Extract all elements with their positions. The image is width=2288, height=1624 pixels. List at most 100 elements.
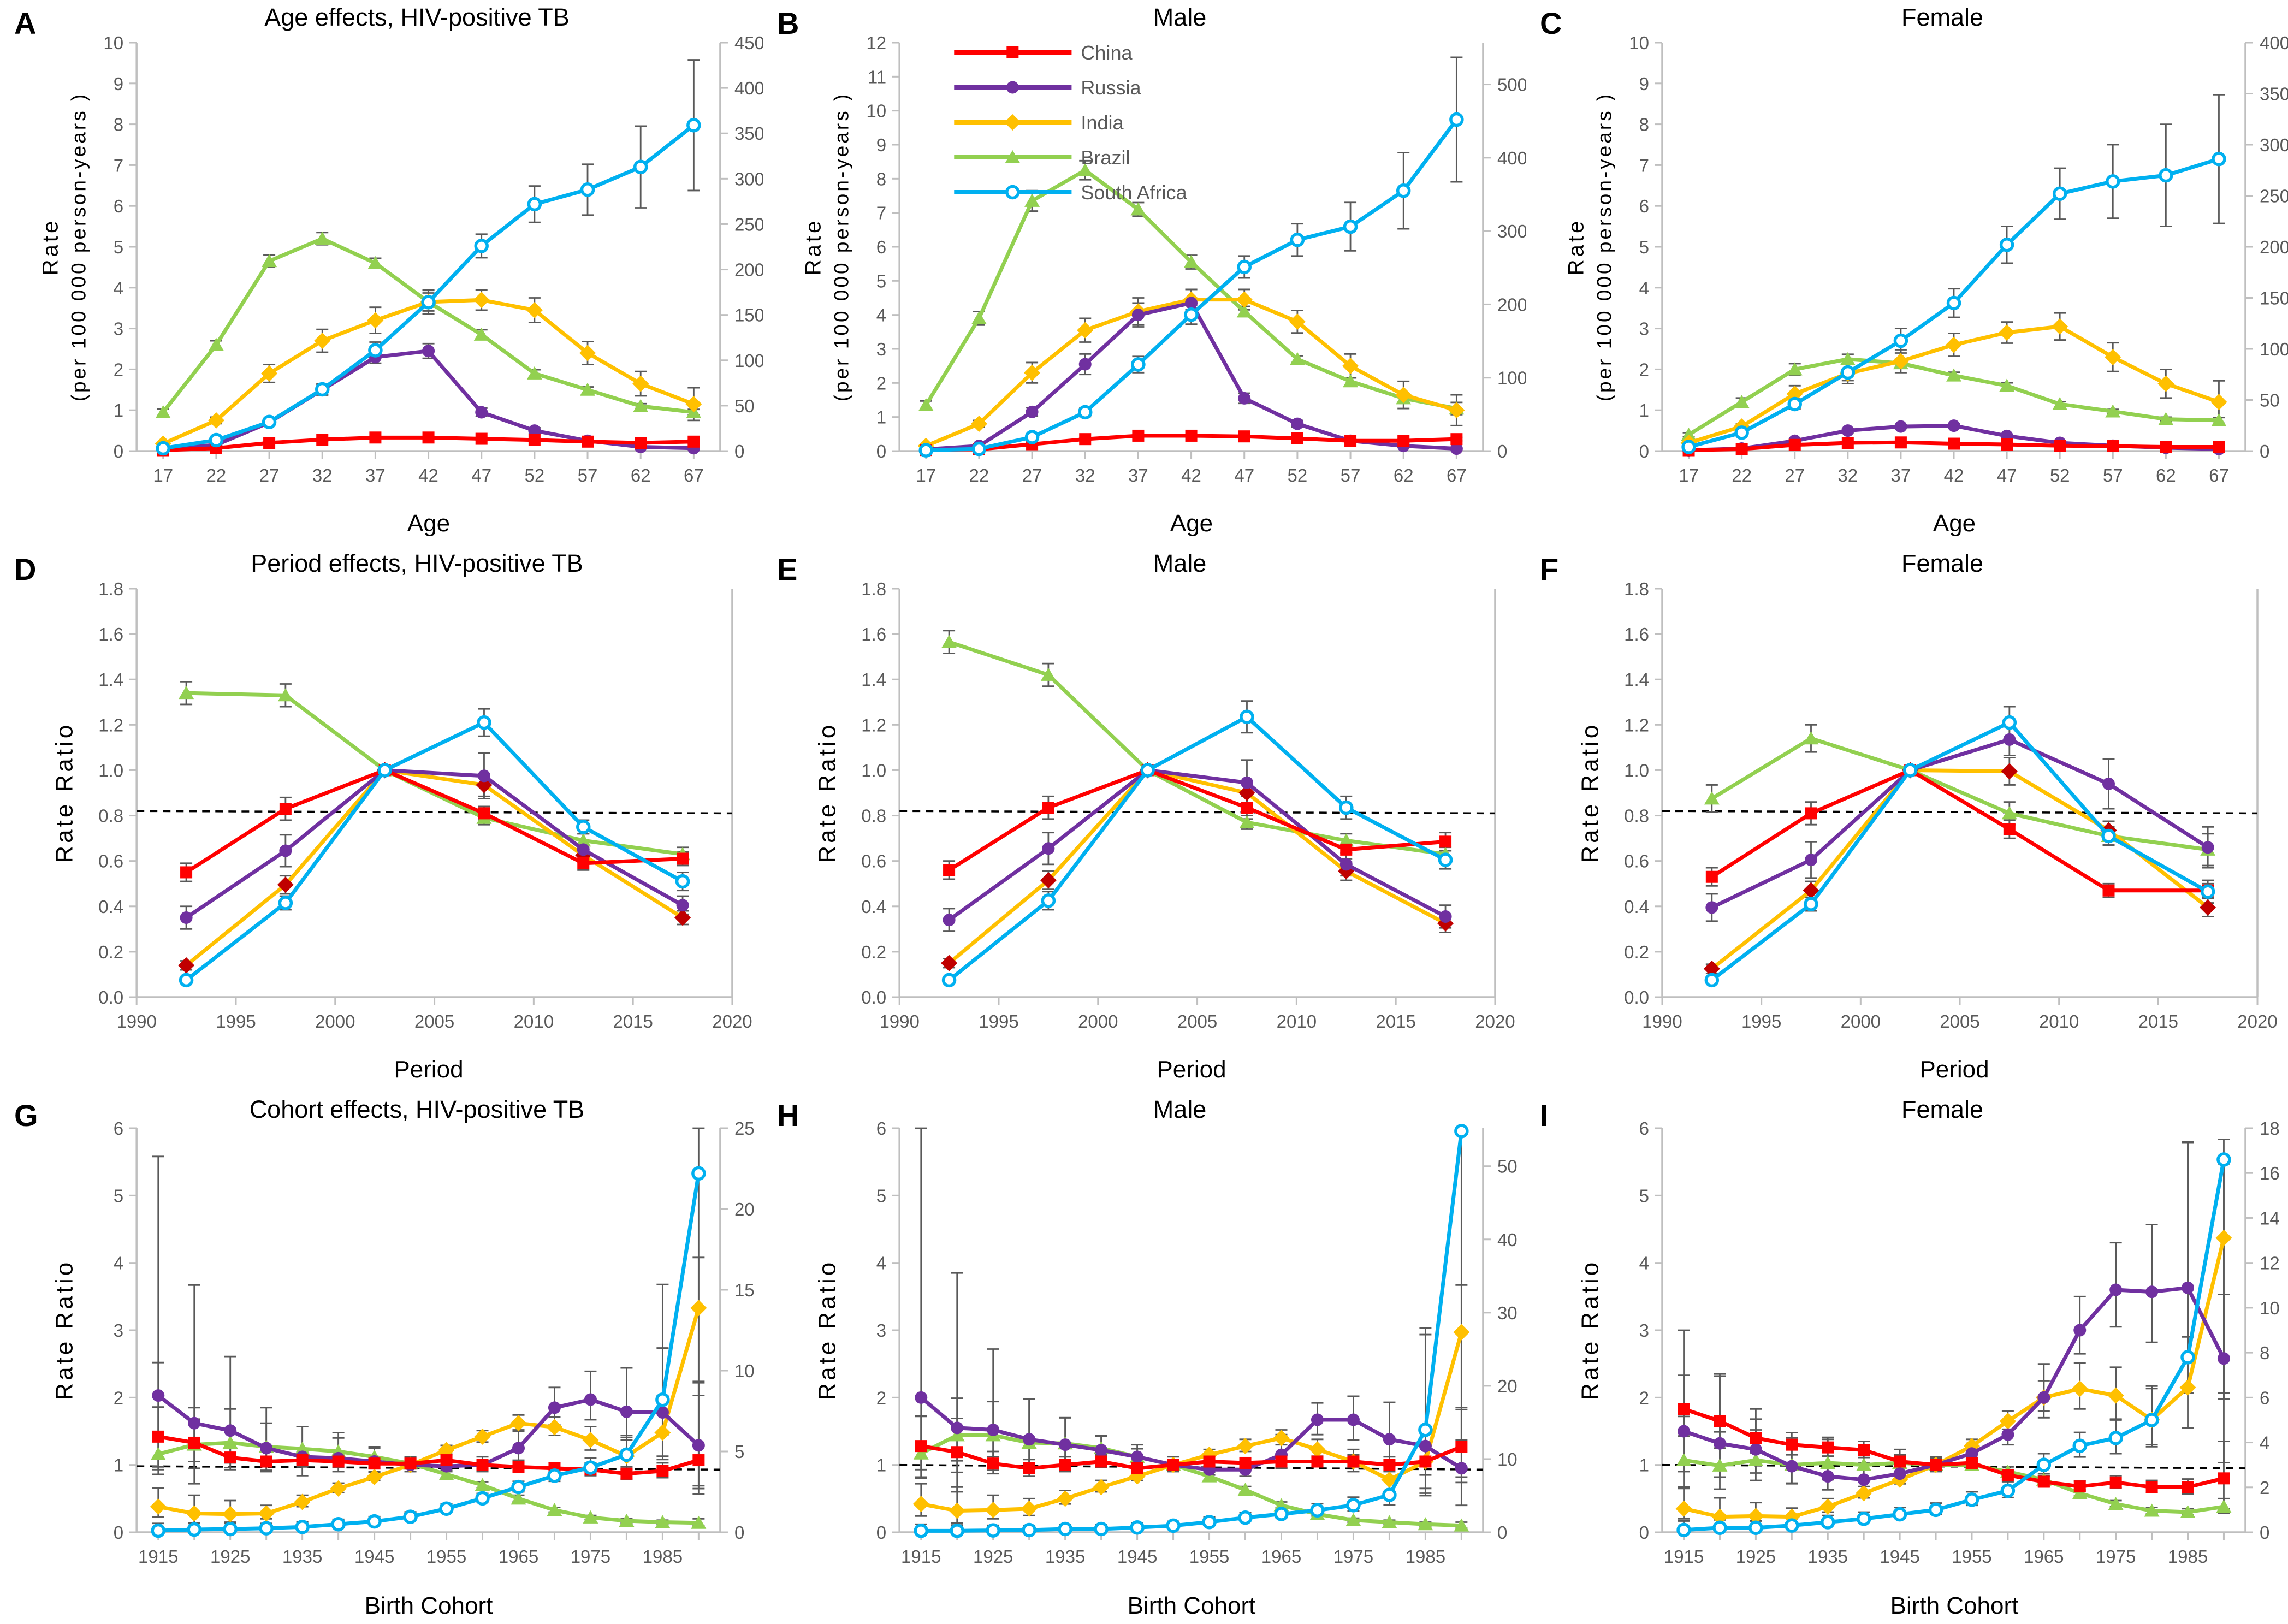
svg-text:250: 250 bbox=[2260, 186, 2288, 206]
svg-text:0: 0 bbox=[1497, 1522, 1507, 1543]
svg-text:1915: 1915 bbox=[1664, 1546, 1704, 1567]
svg-text:6: 6 bbox=[1639, 1118, 1649, 1139]
svg-text:11: 11 bbox=[868, 67, 886, 87]
svg-text:50: 50 bbox=[734, 396, 755, 416]
svg-text:5: 5 bbox=[1639, 237, 1649, 257]
svg-text:1975: 1975 bbox=[2096, 1546, 2136, 1567]
svg-text:2005: 2005 bbox=[414, 1011, 454, 1032]
svg-text:0.0: 0.0 bbox=[861, 987, 886, 1007]
svg-text:32: 32 bbox=[1837, 465, 1858, 485]
svg-text:100: 100 bbox=[1497, 368, 1526, 388]
svg-text:300: 300 bbox=[734, 169, 763, 189]
svg-text:3: 3 bbox=[1639, 319, 1649, 339]
svg-text:0: 0 bbox=[2260, 1522, 2269, 1543]
svg-text:1: 1 bbox=[876, 407, 886, 428]
x-axis-label: Birth Cohort bbox=[1127, 1592, 1256, 1619]
svg-text:57: 57 bbox=[1341, 465, 1361, 485]
svg-text:2: 2 bbox=[876, 373, 886, 393]
svg-text:2: 2 bbox=[114, 1388, 123, 1408]
svg-text:1.8: 1.8 bbox=[861, 579, 886, 599]
svg-text:0.4: 0.4 bbox=[861, 897, 886, 917]
x-axis-label: Period bbox=[394, 1056, 464, 1083]
svg-text:0: 0 bbox=[114, 441, 123, 461]
cohort-effects-chart: 0 1 2 3 4 5 6 0 5 10 15 20 25 1915 1925 1935 1945 1955 196… bbox=[114, 1118, 755, 1567]
svg-text:4: 4 bbox=[1639, 1253, 1649, 1273]
svg-text:67: 67 bbox=[684, 465, 704, 485]
svg-text:0.8: 0.8 bbox=[98, 806, 123, 826]
svg-text:12: 12 bbox=[2260, 1253, 2280, 1273]
svg-text:0.2: 0.2 bbox=[861, 942, 886, 962]
svg-text:300: 300 bbox=[1497, 221, 1526, 241]
svg-text:25: 25 bbox=[734, 1118, 755, 1139]
svg-text:0.6: 0.6 bbox=[98, 851, 123, 872]
x-axis-label: Age bbox=[1170, 510, 1213, 537]
svg-text:6: 6 bbox=[876, 237, 886, 257]
svg-text:10: 10 bbox=[734, 1361, 755, 1381]
svg-text:Brazil: Brazil bbox=[1081, 146, 1130, 169]
svg-text:1: 1 bbox=[876, 1455, 886, 1475]
svg-text:9: 9 bbox=[114, 74, 123, 94]
panel-d: D Period effects, HIV-positive TB Rate R… bbox=[0, 546, 763, 1092]
svg-text:1945: 1945 bbox=[354, 1546, 394, 1567]
svg-text:47: 47 bbox=[1234, 465, 1254, 485]
x-axis-label: Period bbox=[1157, 1056, 1226, 1083]
svg-text:67: 67 bbox=[1447, 465, 1467, 485]
svg-text:1985: 1985 bbox=[643, 1546, 683, 1567]
svg-text:1: 1 bbox=[114, 1455, 123, 1475]
svg-text:20: 20 bbox=[1497, 1376, 1518, 1396]
svg-text:2010: 2010 bbox=[514, 1011, 554, 1032]
svg-text:62: 62 bbox=[1394, 465, 1414, 485]
svg-text:1965: 1965 bbox=[499, 1546, 538, 1567]
svg-text:42: 42 bbox=[1944, 465, 1964, 485]
svg-text:200: 200 bbox=[734, 260, 763, 280]
svg-text:1.0: 1.0 bbox=[1624, 760, 1649, 780]
svg-text:350: 350 bbox=[734, 123, 763, 144]
svg-text:1.4: 1.4 bbox=[861, 669, 886, 690]
svg-text:5: 5 bbox=[734, 1442, 744, 1462]
svg-text:1975: 1975 bbox=[1333, 1546, 1373, 1567]
svg-text:17: 17 bbox=[1679, 465, 1699, 485]
svg-text:12: 12 bbox=[866, 33, 886, 53]
svg-text:1955: 1955 bbox=[1189, 1546, 1229, 1567]
svg-text:6: 6 bbox=[114, 1118, 123, 1139]
svg-text:6: 6 bbox=[876, 1118, 886, 1139]
panel-letter: H bbox=[777, 1098, 799, 1133]
svg-text:2005: 2005 bbox=[1940, 1011, 1979, 1032]
svg-text:South Africa: South Africa bbox=[1081, 181, 1187, 204]
svg-text:27: 27 bbox=[259, 465, 280, 485]
svg-text:1990: 1990 bbox=[116, 1011, 156, 1032]
period-effects-male-chart: 0.0 0.2 0.4 0.6 0.8 1.0 1.2 1.4 1.6 1.8 1990 1995 20… bbox=[861, 579, 1515, 1032]
svg-text:2020: 2020 bbox=[2237, 1011, 2277, 1032]
age-effects-chart: 0123456789100501001502002503003504004501… bbox=[103, 33, 763, 485]
svg-text:1955: 1955 bbox=[1952, 1546, 1991, 1567]
svg-text:5: 5 bbox=[876, 271, 886, 291]
svg-text:4: 4 bbox=[2260, 1433, 2269, 1453]
svg-text:1945: 1945 bbox=[1880, 1546, 1919, 1567]
svg-text:0: 0 bbox=[114, 1522, 123, 1543]
svg-text:150: 150 bbox=[2260, 288, 2288, 309]
svg-text:22: 22 bbox=[206, 465, 227, 485]
svg-text:18: 18 bbox=[2260, 1118, 2280, 1139]
svg-text:0.6: 0.6 bbox=[861, 851, 886, 872]
svg-text:6: 6 bbox=[114, 196, 123, 216]
svg-text:200: 200 bbox=[1497, 294, 1526, 315]
svg-text:37: 37 bbox=[1891, 465, 1911, 485]
svg-text:1935: 1935 bbox=[1808, 1546, 1848, 1567]
svg-text:1: 1 bbox=[1639, 1455, 1649, 1475]
svg-text:1955: 1955 bbox=[426, 1546, 466, 1567]
panel-title: Female bbox=[1901, 549, 1984, 577]
panel-letter: E bbox=[777, 552, 798, 586]
svg-text:1.2: 1.2 bbox=[98, 715, 123, 735]
svg-text:52: 52 bbox=[2050, 465, 2070, 485]
svg-text:1925: 1925 bbox=[973, 1546, 1013, 1567]
panel-c: C Female Rate (per 100 000 person-years )… bbox=[1526, 0, 2288, 546]
period-effects-female-chart: 0.0 0.2 0.4 0.6 0.8 1.0 1.2 1.4 1.6 1.8 1990 1995 20… bbox=[1624, 579, 2278, 1032]
x-axis-label: Birth Cohort bbox=[364, 1592, 493, 1619]
svg-text:1.0: 1.0 bbox=[861, 760, 886, 780]
cohort-effects-male-chart: 0 1 2 3 4 5 6 0 10 20 30 40 50 1915 1925 1935 1945 1955 19… bbox=[876, 1118, 1518, 1567]
svg-text:22: 22 bbox=[1732, 465, 1752, 485]
